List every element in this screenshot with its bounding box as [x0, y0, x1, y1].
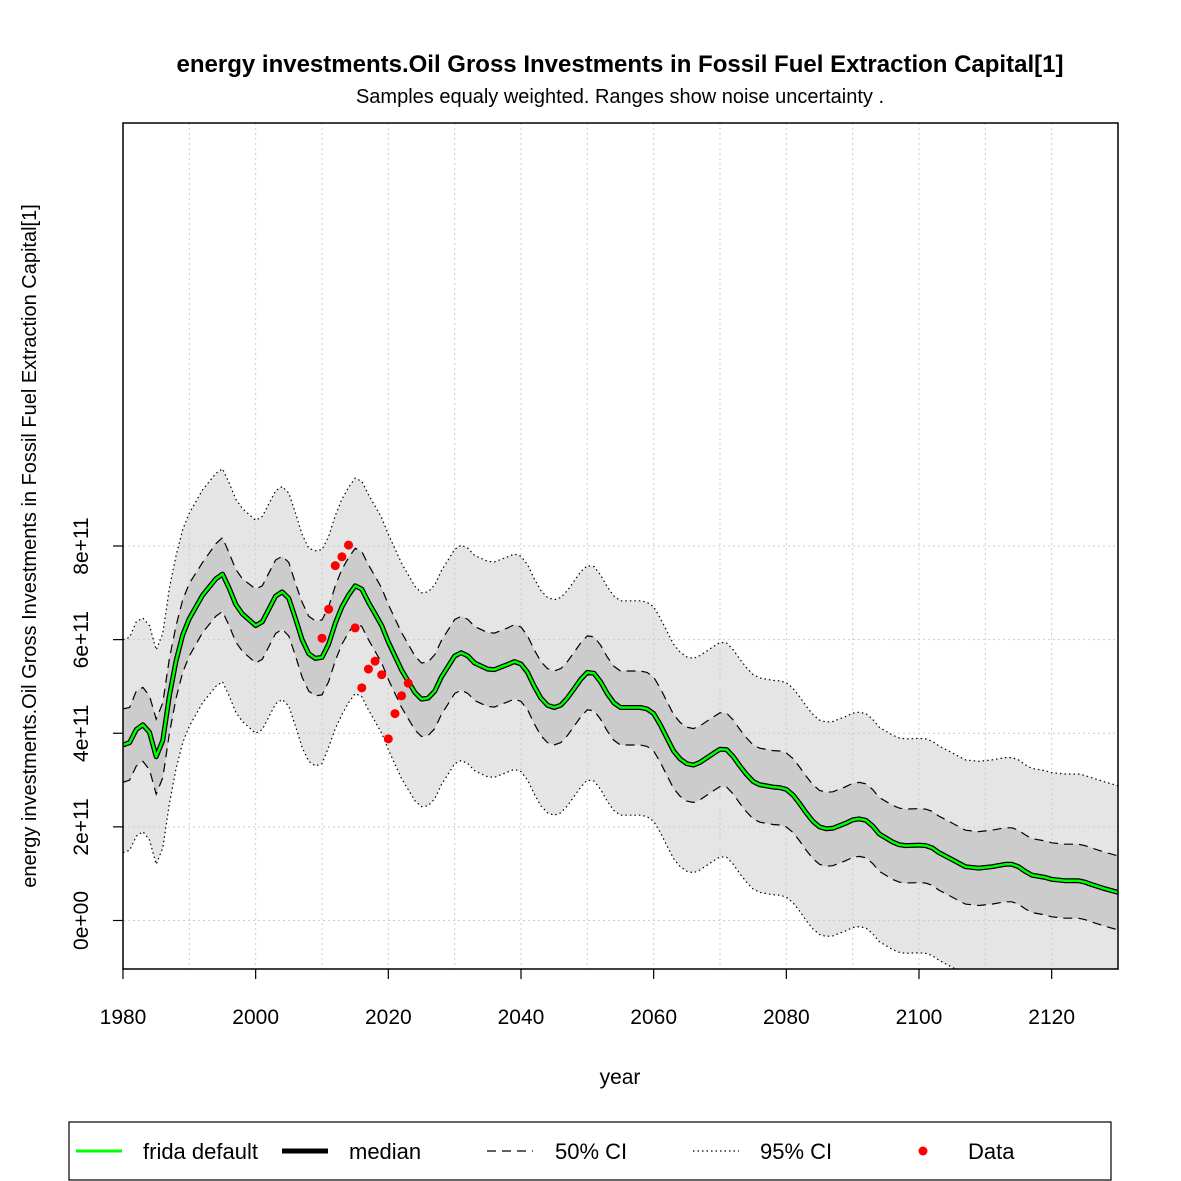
data-point — [344, 540, 354, 550]
plot-area — [123, 123, 1118, 969]
legend: frida default median 50% CI 95% CI Data — [68, 1121, 1112, 1181]
x-tick-label: 2080 — [763, 1006, 810, 1029]
ci95-upper-line — [123, 467, 1118, 787]
x-tick-label: 2020 — [365, 1006, 412, 1029]
data-point — [357, 683, 367, 693]
data-point — [390, 709, 400, 719]
chart-subtitle: Samples equaly weighted. Ranges show noi… — [356, 86, 884, 108]
legend-frida-label: frida default — [143, 1139, 258, 1164]
chart-title: energy investments.Oil Gross Investments… — [177, 51, 1064, 78]
data-point — [377, 670, 387, 680]
data-point — [403, 678, 413, 688]
x-tick-label: 2060 — [630, 1006, 677, 1029]
x-axis-label: year — [600, 1066, 641, 1089]
legend-median-label: median — [349, 1139, 421, 1164]
legend-ci50-label: 50% CI — [555, 1139, 627, 1164]
frida-default-line — [123, 572, 1118, 894]
x-tick-label: 2000 — [232, 1006, 279, 1029]
x-tick-label: 2040 — [498, 1006, 545, 1029]
y-tick-label: 2e+11 — [70, 798, 93, 855]
data-point — [363, 664, 373, 674]
ci50-band — [123, 537, 1118, 930]
legend-data-swatch — [918, 1146, 928, 1156]
y-tick-label: 8e+11 — [70, 517, 93, 574]
x-tick-label: 2100 — [896, 1006, 943, 1029]
y-axis-label: energy investments.Oil Gross Investments… — [19, 204, 41, 888]
grid — [123, 123, 1118, 969]
data-point — [383, 734, 393, 744]
data-point — [337, 552, 347, 562]
ci95-lower-line — [123, 680, 957, 969]
x-axis: 1980 2000 2020 2040 2060 2080 2100 2120 — [100, 969, 1075, 1029]
x-tick-label: 2120 — [1028, 1006, 1075, 1029]
data-point — [397, 691, 407, 701]
legend-box — [68, 1121, 1112, 1181]
x-tick-label: 1980 — [100, 1006, 147, 1029]
data-point — [330, 561, 340, 571]
data-point — [370, 656, 380, 666]
data-point — [317, 633, 327, 643]
data-point — [324, 604, 334, 614]
ci50-lower-line — [123, 610, 1118, 931]
y-tick-label: 4e+11 — [70, 705, 93, 762]
y-tick-label: 0e+00 — [70, 891, 93, 950]
data-points — [317, 540, 413, 744]
y-axis: 0e+00 2e+11 4e+11 6e+11 8e+11 — [70, 517, 123, 950]
legend-data-label: Data — [968, 1139, 1015, 1164]
y-tick-label: 6e+11 — [70, 611, 93, 668]
legend-ci95-label: 95% CI — [760, 1139, 832, 1164]
ci50-upper-line — [123, 536, 1118, 857]
data-point — [350, 623, 360, 633]
